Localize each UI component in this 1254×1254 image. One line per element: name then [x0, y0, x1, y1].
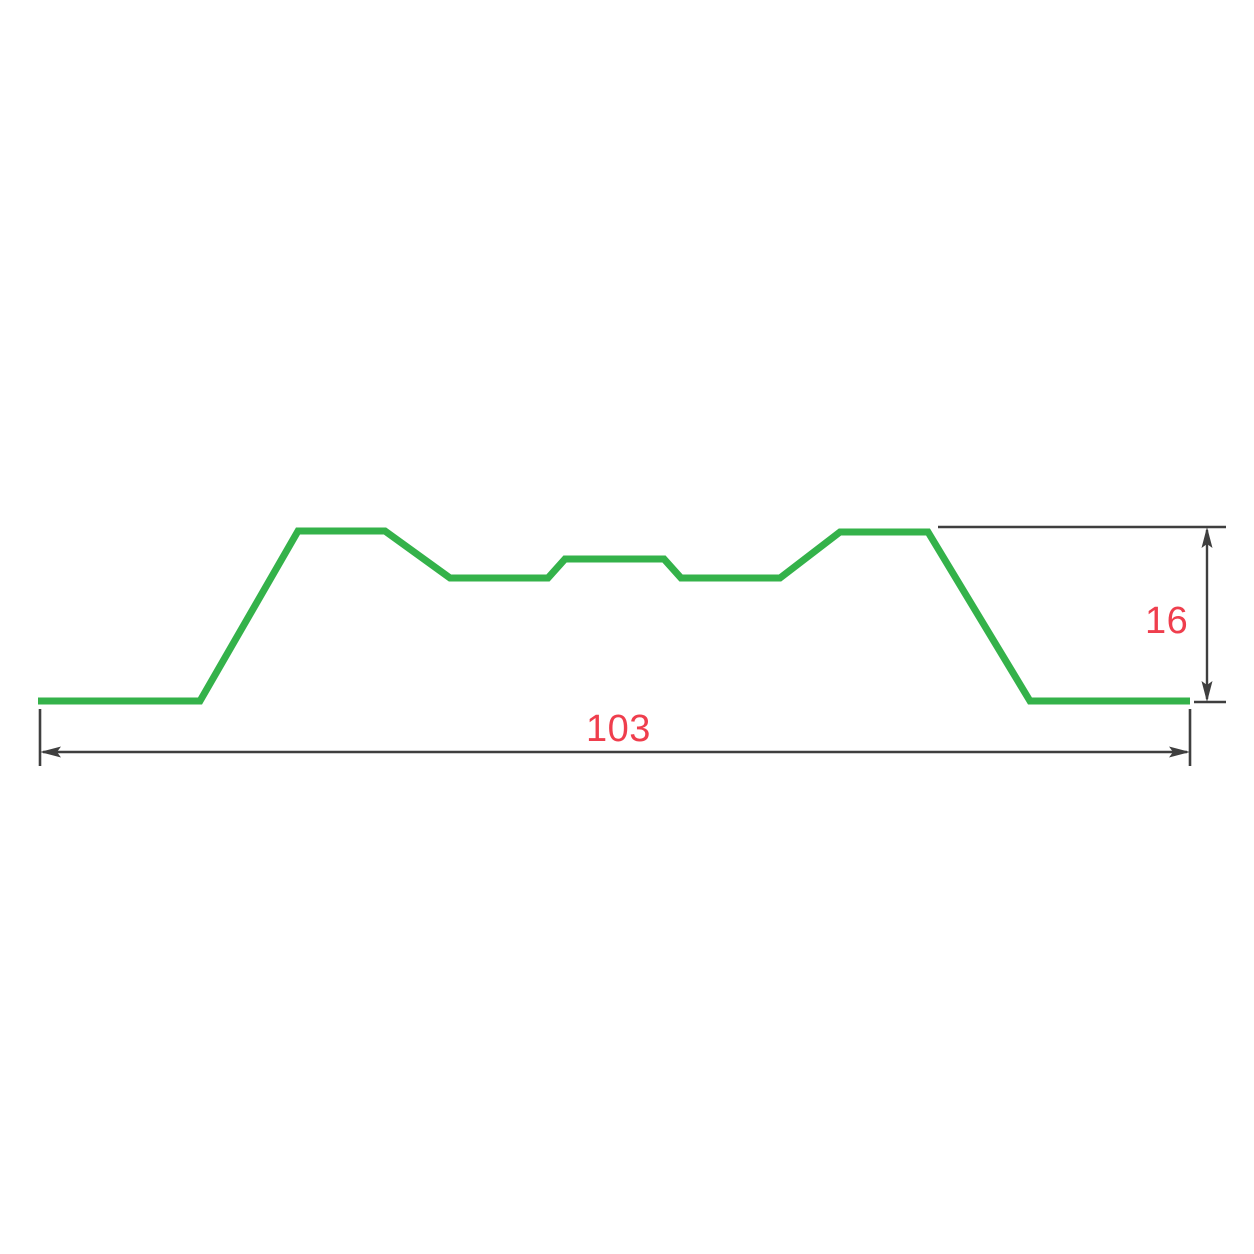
height-dimension-arrow-down-icon: [1201, 681, 1213, 702]
height-dimension-arrow-up-icon: [1201, 527, 1213, 548]
width-dimension-arrow-left-icon: [40, 746, 61, 758]
width-dimension-label: 103: [586, 708, 651, 750]
profile-outline-path: [38, 527, 1190, 705]
height-dimension-label: 16: [1145, 600, 1189, 642]
width-dimension-arrow-right-icon: [1169, 746, 1190, 758]
